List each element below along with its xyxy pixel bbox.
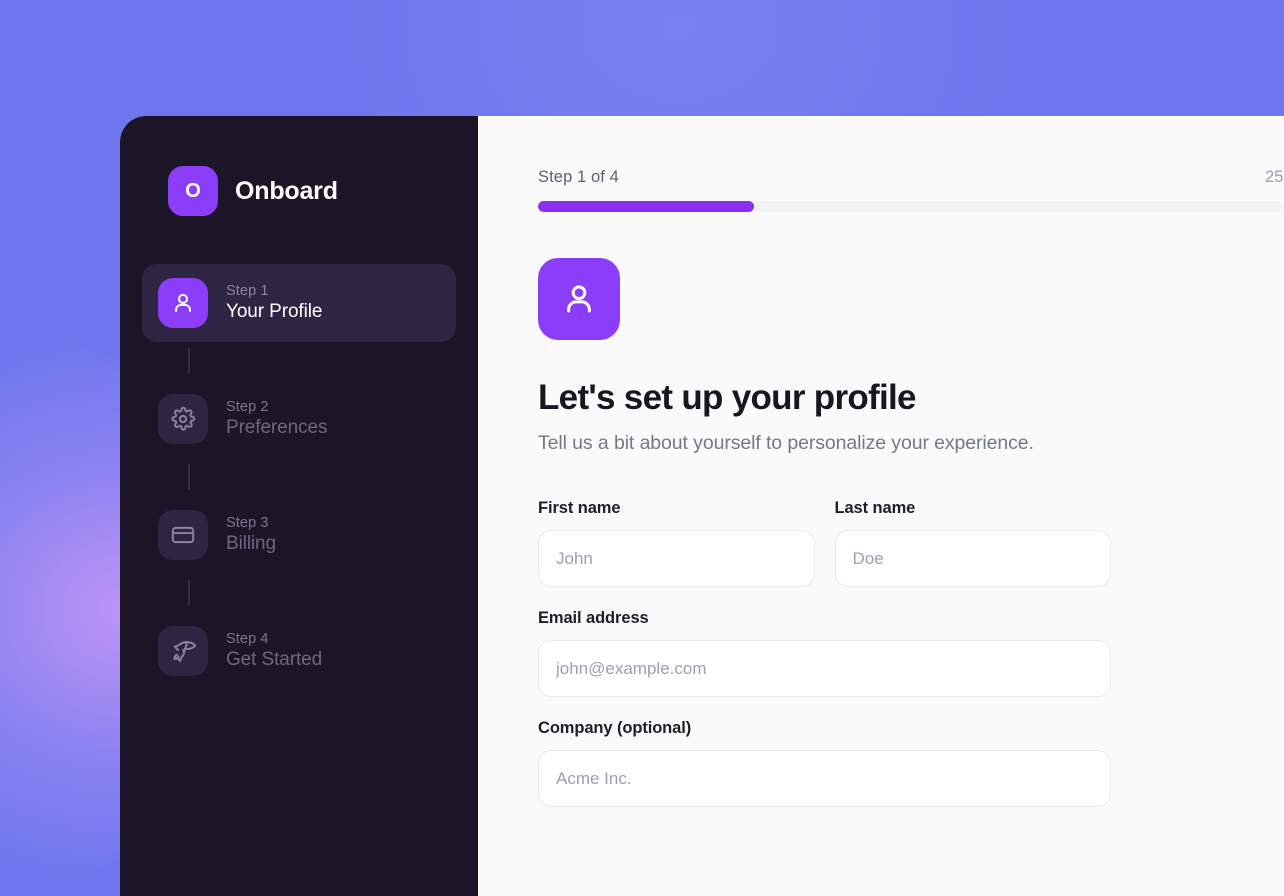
step-row-2: Step 2 Preferences xyxy=(148,380,450,490)
last-name-field: Last name xyxy=(834,499,1111,587)
step-text-2: Step 2 Preferences xyxy=(226,399,327,439)
step-kicker: Step 4 xyxy=(226,631,269,647)
progress-bar-fill xyxy=(538,201,754,212)
last-name-input[interactable] xyxy=(834,530,1111,587)
email-input[interactable] xyxy=(538,640,1111,697)
progress-header: Step 1 of 4 25% xyxy=(538,168,1284,187)
step-kicker: Step 2 xyxy=(226,399,269,415)
onboarding-app-card: O Onboard Step 1 xyxy=(120,116,1284,896)
step-row-4: Step 4 Get Started xyxy=(148,612,450,690)
step-text-4: Step 4 Get Started xyxy=(226,631,322,671)
company-label: Company (optional) xyxy=(538,719,692,737)
gear-icon xyxy=(158,394,208,444)
step-counter: Step 1 of 4 xyxy=(538,168,619,186)
company-field: Company (optional) xyxy=(538,719,1111,807)
page-title: Let's set up your profile xyxy=(538,378,917,417)
brand-logo-mark: O xyxy=(168,166,218,216)
step-connector-2 xyxy=(188,464,190,490)
sidebar-item-get-started[interactable]: Step 4 Get Started xyxy=(142,612,456,690)
sidebar-item-preferences[interactable]: Step 2 Preferences xyxy=(142,380,456,458)
step-title: Billing xyxy=(226,533,276,554)
email-field: Email address xyxy=(538,609,1111,697)
brand: O Onboard xyxy=(168,166,450,216)
step-title: Preferences xyxy=(226,417,328,438)
last-name-label: Last name xyxy=(834,499,916,517)
sidebar: O Onboard Step 1 xyxy=(120,116,478,896)
sidebar-item-your-profile[interactable]: Step 1 Your Profile xyxy=(142,264,456,342)
step-kicker: Step 3 xyxy=(226,515,269,531)
page-subtitle: Tell us a bit about yourself to personal… xyxy=(538,432,1034,454)
first-name-input[interactable] xyxy=(538,530,815,587)
step-title: Get Started xyxy=(226,649,323,670)
step-connector-3 xyxy=(188,580,190,606)
step-text-3: Step 3 Billing xyxy=(226,515,276,555)
step-text-1: Step 1 Your Profile xyxy=(226,283,322,323)
profile-form: First name Last name Email address Compa… xyxy=(538,499,1111,807)
step-row-1: Step 1 Your Profile xyxy=(142,264,456,374)
email-label: Email address xyxy=(538,609,649,627)
step-nav: Step 1 Your Profile xyxy=(142,264,456,690)
sidebar-item-billing[interactable]: Step 3 Billing xyxy=(142,496,456,574)
credit-card-icon xyxy=(158,510,208,560)
user-icon xyxy=(158,278,208,328)
rocket-icon xyxy=(158,626,208,676)
step-row-3: Step 3 Billing xyxy=(148,496,450,606)
first-name-field: First name xyxy=(538,499,815,587)
step-kicker: Step 1 xyxy=(226,283,269,299)
company-input[interactable] xyxy=(538,750,1111,807)
first-name-label: First name xyxy=(538,499,621,517)
step-connector-1 xyxy=(188,348,190,374)
name-field-row: First name Last name xyxy=(538,499,1111,609)
main-panel: Step 1 of 4 25% Let's set up your profil… xyxy=(478,116,1284,896)
progress-percent-label: 25% xyxy=(1264,168,1284,186)
progress-bar xyxy=(538,201,1282,212)
brand-name: Onboard xyxy=(235,176,338,205)
user-icon xyxy=(538,258,620,340)
step-title: Your Profile xyxy=(226,301,323,322)
